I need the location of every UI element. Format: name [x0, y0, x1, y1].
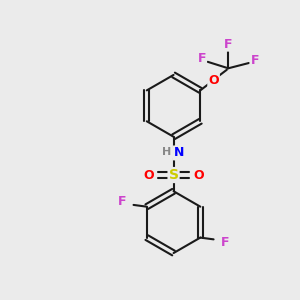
- Text: F: F: [224, 38, 232, 51]
- Text: O: O: [143, 169, 154, 182]
- Text: O: O: [208, 74, 219, 87]
- Text: F: F: [220, 236, 229, 249]
- Text: H: H: [163, 147, 172, 158]
- Text: F: F: [198, 52, 206, 65]
- Text: F: F: [118, 196, 127, 208]
- Text: O: O: [193, 169, 204, 182]
- Text: S: S: [169, 168, 178, 182]
- Text: N: N: [174, 146, 184, 159]
- Text: F: F: [250, 53, 259, 67]
